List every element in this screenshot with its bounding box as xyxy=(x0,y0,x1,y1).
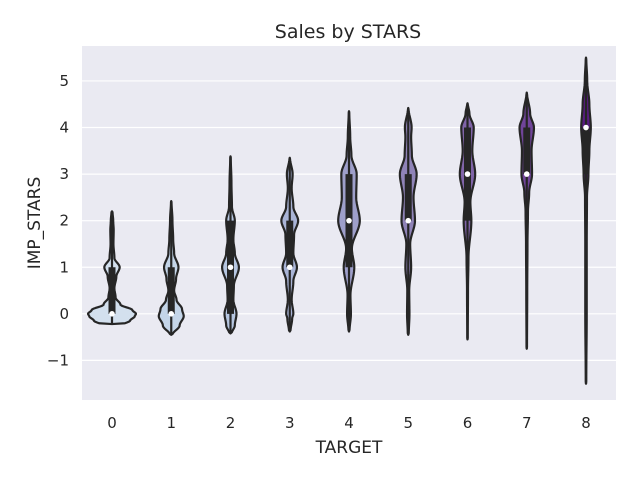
violin-median-point xyxy=(523,171,530,177)
violin-0 xyxy=(86,210,138,326)
violin-median-point xyxy=(464,171,471,177)
x-tick-label: 1 xyxy=(166,414,176,432)
violin-7 xyxy=(518,91,536,350)
x-tick-label: 0 xyxy=(107,414,117,432)
violin-5 xyxy=(398,106,418,336)
violin-median-point xyxy=(286,264,293,271)
violin-median-point xyxy=(405,217,412,224)
x-tick-label: 4 xyxy=(344,414,354,432)
violin-4 xyxy=(337,110,361,333)
y-tick-label: −1 xyxy=(47,351,69,369)
violin-median-point xyxy=(346,217,352,224)
violins xyxy=(86,56,592,385)
y-tick-label: 4 xyxy=(59,119,69,137)
y-axis-label: IMP_STARS xyxy=(25,177,45,270)
x-axis-label: TARGET xyxy=(315,438,383,458)
x-axis-ticks: 0 1 2 3 4 5 6 7 8 xyxy=(107,414,591,432)
violin-median-point xyxy=(227,264,234,271)
x-tick-label: 3 xyxy=(285,414,295,432)
y-tick-label: 1 xyxy=(59,258,69,276)
violin-8 xyxy=(580,56,592,385)
y-axis-ticks: −1 0 1 2 3 4 5 xyxy=(47,72,69,369)
y-tick-label: 5 xyxy=(59,72,69,90)
violin-2 xyxy=(221,155,240,335)
x-tick-label: 7 xyxy=(522,414,532,432)
y-tick-label: 3 xyxy=(59,165,69,183)
x-tick-label: 5 xyxy=(403,414,413,432)
violin-median-point xyxy=(583,124,589,131)
y-tick-label: 2 xyxy=(59,212,69,230)
violin-1 xyxy=(157,200,185,336)
violin-6 xyxy=(458,102,477,341)
x-tick-label: 8 xyxy=(581,414,591,432)
x-tick-label: 2 xyxy=(226,414,236,432)
violin-median-point xyxy=(168,311,175,317)
violin-3 xyxy=(280,156,300,333)
chart-title: Sales by STARS xyxy=(275,21,421,43)
x-tick-label: 6 xyxy=(463,414,473,432)
y-tick-label: 0 xyxy=(59,305,69,323)
violin-median-point xyxy=(109,311,115,317)
